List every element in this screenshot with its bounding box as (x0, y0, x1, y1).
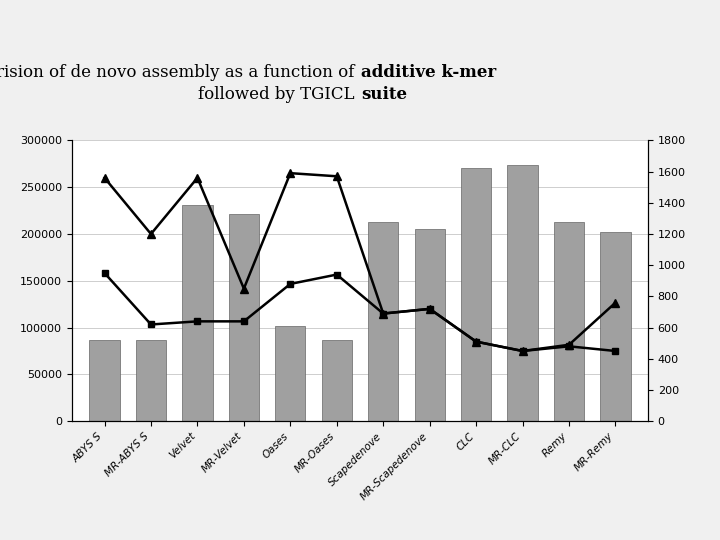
Bar (554, 222, 584, 421)
Bar (368, 222, 398, 421)
Legend: Total No. of contigs, Average read length, N50 read length: Total No. of contigs, Average read lengt… (120, 539, 600, 540)
Text: Comaprision of de novo assembly as a function of: Comaprision of de novo assembly as a fun… (0, 64, 360, 82)
Text: additive k-mer: additive k-mer (361, 64, 497, 82)
Bar (229, 214, 259, 421)
Text: followed by TGICL: followed by TGICL (198, 86, 360, 103)
Bar (182, 205, 212, 421)
Bar (461, 168, 491, 421)
Bar (415, 230, 445, 421)
Bar (136, 340, 166, 421)
Bar (322, 340, 352, 421)
Bar (89, 340, 120, 421)
Text: suite: suite (361, 86, 408, 103)
Bar (508, 165, 538, 421)
Bar (275, 326, 305, 421)
Bar (600, 232, 631, 421)
